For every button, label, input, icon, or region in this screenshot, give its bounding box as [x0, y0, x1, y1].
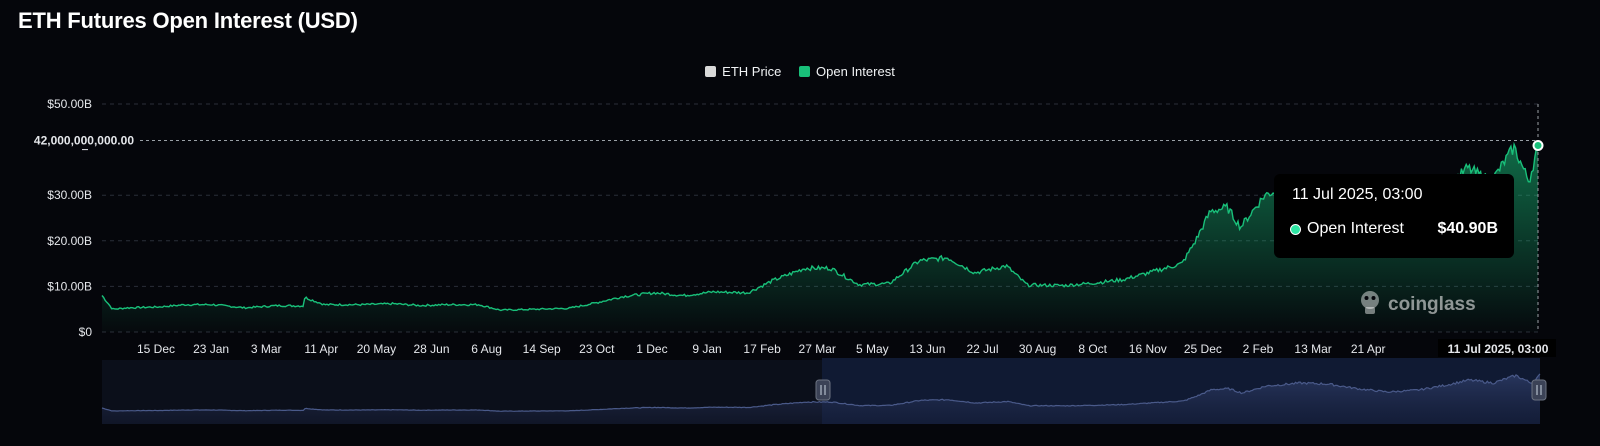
legend-item-eth-price[interactable]: ETH Price [705, 64, 781, 79]
legend-swatch-eth-price [705, 66, 717, 77]
legend-item-open-interest[interactable]: Open Interest [799, 64, 895, 79]
x-tick-label: 3 Mar [251, 342, 282, 356]
navigator-area [102, 373, 1540, 424]
y-tick-label: $20.00B [47, 234, 92, 248]
x-tick-label: 22 Jul [966, 342, 998, 356]
x-tick-label: 23 Oct [579, 342, 615, 356]
handle-grip [815, 379, 831, 401]
coinglass-logo-icon [1357, 288, 1383, 322]
tooltip-series-name: Open Interest [1307, 220, 1404, 237]
x-tick-label: 20 May [357, 342, 396, 356]
crosshair-x-label: 11 Jul 2025, 03:00 [1448, 342, 1549, 356]
x-tick-label: 21 Apr [1351, 342, 1386, 356]
y-axis: $0 $10.00B $20.00B $30.00B $50.00B [47, 97, 92, 339]
x-tick-label: 17 Feb [743, 342, 781, 356]
crosshair-x-label-box [1438, 339, 1556, 357]
tooltip: 11 Jul 2025, 03:00 Open Interest $40.90B [1274, 174, 1514, 258]
x-tick-label: 27 Mar [799, 342, 836, 356]
navigator[interactable] [101, 358, 1547, 424]
y-tick-label: $30.00B [47, 188, 92, 202]
crosshair-y-label: 42,000,000,000.00 [34, 133, 134, 147]
x-tick-label: 14 Sep [523, 342, 561, 356]
navigator-right-handle[interactable] [1531, 379, 1547, 401]
x-tick-label: 1 Dec [636, 342, 667, 356]
navigator-left-handle[interactable] [815, 379, 831, 401]
x-tick-label: 5 May [856, 342, 889, 356]
watermark-text: coinglass [1388, 294, 1476, 315]
x-tick-label: 30 Aug [1019, 342, 1056, 356]
x-tick-label: 16 Nov [1129, 342, 1167, 356]
tooltip-row: Open Interest $40.90B [1290, 220, 1498, 238]
navigator-line [101, 373, 1541, 412]
hover-point[interactable] [1532, 140, 1544, 151]
x-tick-label: 13 Mar [1294, 342, 1331, 356]
tooltip-series-dot [1290, 223, 1301, 235]
x-tick-label: 6 Aug [471, 342, 502, 356]
x-tick-label: 8 Oct [1078, 342, 1107, 356]
x-tick-label: 2 Feb [1243, 342, 1274, 356]
legend-label-open-interest: Open Interest [816, 64, 895, 79]
y-tick-label: $0 [79, 325, 93, 339]
coinglass-watermark: coinglass [1357, 288, 1476, 322]
x-tick-label: 15 Dec [137, 342, 175, 356]
crosshair: 42,000,000,000.00 11 Jul 2025, 03:00 [34, 104, 1556, 357]
tooltip-value: $40.90B [1437, 220, 1499, 237]
y-tick-label: $50.00B [47, 97, 92, 111]
handle-grip [1531, 379, 1547, 401]
legend: ETH Price Open Interest [0, 64, 1600, 80]
x-tick-label: 25 Dec [1184, 342, 1222, 356]
legend-swatch-open-interest [799, 66, 811, 77]
legend-label-eth-price: ETH Price [722, 64, 782, 79]
tooltip-date: 11 Jul 2025, 03:00 [1292, 186, 1423, 203]
x-axis: 15 Dec 23 Jan 3 Mar 11 Apr 20 May 28 Jun 6 Aug… [137, 342, 1386, 356]
x-tick-label: 28 Jun [413, 342, 449, 356]
y-tick-label: $10.00B [47, 279, 92, 293]
x-tick-label: 23 Jan [193, 342, 229, 356]
x-tick-label: 13 Jun [909, 342, 945, 356]
x-tick-label: 9 Jan [692, 342, 721, 356]
chart-title: ETH Futures Open Interest (USD) [18, 8, 358, 33]
x-tick-label: 11 Apr [304, 342, 338, 356]
open-interest-area [102, 140, 1538, 332]
